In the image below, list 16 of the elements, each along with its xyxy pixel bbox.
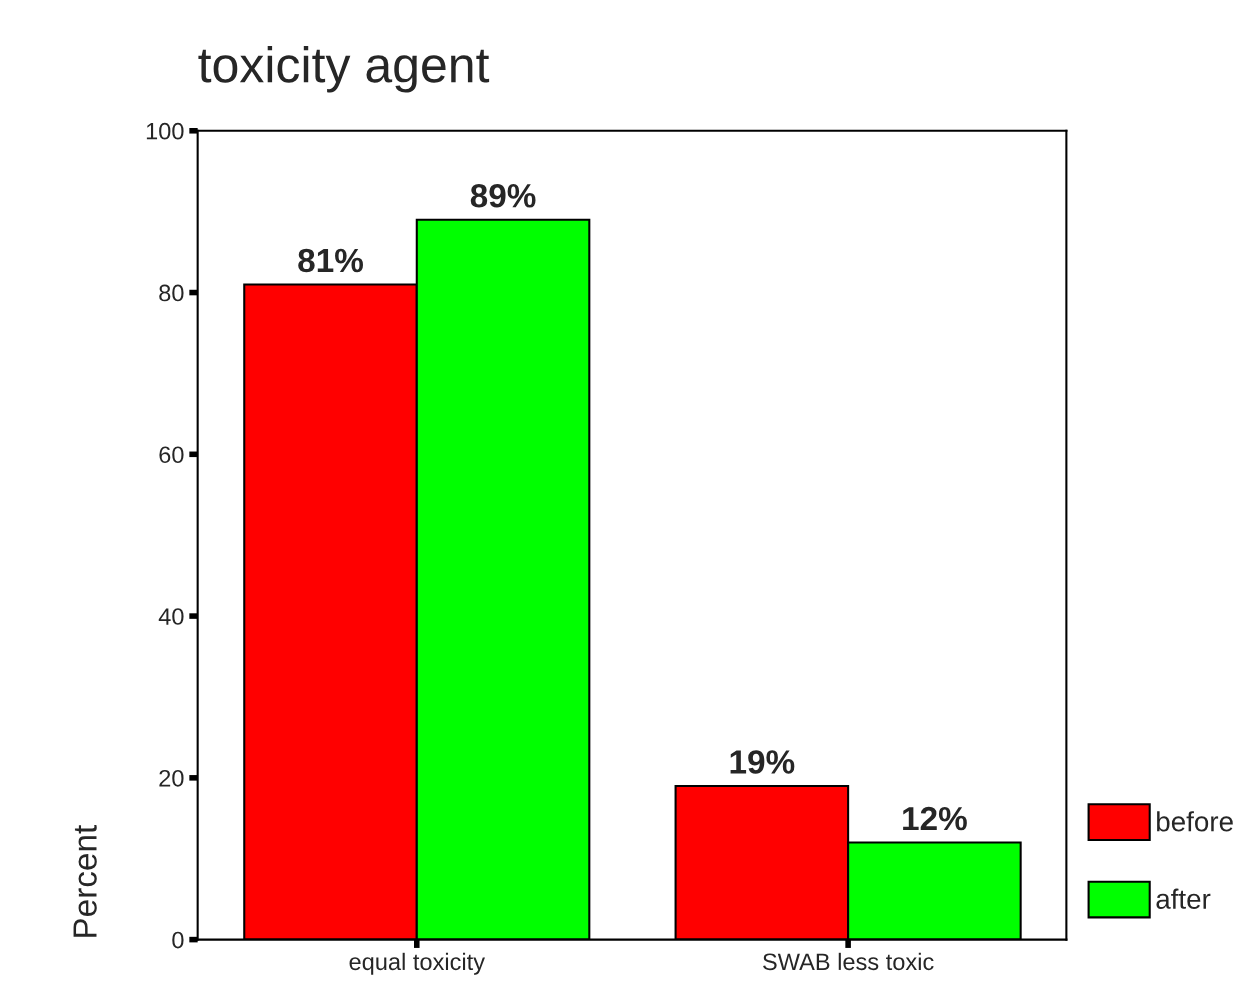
y-axis-title: Percent xyxy=(73,824,97,937)
data-label: 89% xyxy=(470,184,536,208)
y-tick-label: 80 xyxy=(159,284,184,302)
y-tick-label: 0 xyxy=(172,931,184,949)
legend-label: before xyxy=(1157,811,1233,832)
data-label: 19% xyxy=(730,750,795,774)
data-label: 12% xyxy=(903,806,967,831)
legend-label: after xyxy=(1156,888,1211,909)
y-tick-label: 60 xyxy=(159,446,184,464)
y-tick-label: 40 xyxy=(158,608,184,625)
data-label: 81% xyxy=(298,248,363,273)
x-tick-label: SWAB less toxic xyxy=(763,952,934,971)
y-tick-label: 20 xyxy=(159,769,184,787)
x-tick-label: equal toxicity xyxy=(349,952,485,975)
chart-title: toxicity agent xyxy=(198,45,490,93)
y-tick-label: 100 xyxy=(146,122,184,140)
